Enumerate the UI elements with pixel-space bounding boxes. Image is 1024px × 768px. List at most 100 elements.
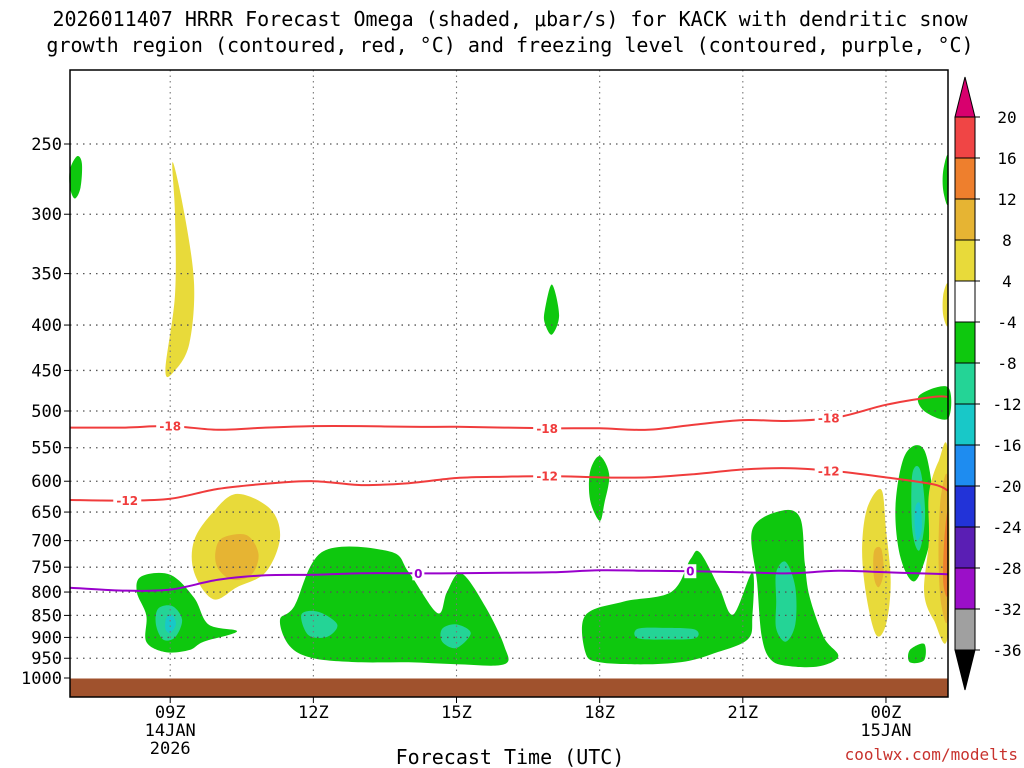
omega-region-27 (942, 283, 949, 327)
x-axis-label: Forecast Time (UTC) (396, 745, 625, 768)
omega-region-10 (301, 610, 338, 638)
colorbar-label-12: -32 (993, 600, 1022, 619)
omega-region-22 (917, 386, 952, 420)
colorbar-label-3: 8 (1002, 231, 1012, 250)
y-tick-label-950: 950 (31, 649, 62, 669)
y-tick-label-600: 600 (31, 472, 62, 492)
y-tick-label-350: 350 (31, 265, 62, 285)
omega-region-0 (165, 162, 195, 378)
omega-region-13 (581, 550, 754, 665)
colorbar-label-0: 20 (997, 108, 1016, 127)
x-tick-label-00Z-0: 00Z (871, 703, 902, 723)
colorbar-top-arrow (954, 76, 976, 118)
y-tick-label-800: 800 (31, 583, 62, 603)
contour-freezing-level-0 (69, 569, 949, 592)
y-tick-label-850: 850 (31, 606, 62, 626)
colorbar-label-9: -20 (993, 477, 1022, 496)
y-tick-label-300: 300 (31, 205, 62, 225)
omega-region-23 (908, 643, 926, 664)
colorbar-bin-10 (954, 485, 976, 528)
omega-region-2 (215, 533, 259, 581)
contour-label-bg (412, 566, 425, 581)
colorbar-bin-4 (954, 239, 976, 282)
contour-label-bg (814, 410, 843, 425)
omega-region-4 (69, 155, 83, 199)
omega-region-5 (942, 154, 949, 206)
colorbar-label-8: -16 (993, 436, 1022, 455)
chart-title-line1: 2026011407 HRRR Forecast Omega (shaded, … (52, 7, 968, 31)
contour-label-bg (814, 463, 843, 478)
ground-band (70, 678, 948, 697)
colorbar-bin-12 (954, 567, 976, 610)
x-tick-label-12Z-0: 12Z (298, 703, 329, 723)
contour-label-dendritic-minus18-1: -18 (536, 422, 558, 436)
colorbar-bin-8 (954, 403, 976, 446)
credit-link[interactable]: coolwx.com/modelts (845, 745, 1018, 764)
colorbar-bin-9 (954, 444, 976, 487)
contour-label-dendritic-minus12-2: -12 (818, 464, 840, 478)
x-tick-label-09Z-0: 09Z (155, 703, 186, 723)
contour-label-bg (113, 493, 142, 508)
colorbar-bin-3 (954, 198, 976, 241)
colorbar-label-4: 4 (1002, 272, 1012, 291)
colorbar-bin-11 (954, 526, 976, 569)
colorbar: 20 16 12 8 4 -4 -8 -12 -16 -20 -24 -28 -32 -36 (954, 76, 1022, 691)
omega-region-12 (588, 455, 610, 521)
x-tick-label-09Z-1: 14JAN (145, 721, 196, 741)
omega-region-3 (543, 284, 560, 335)
x-tick-label-00Z-1: 15JAN (860, 721, 911, 741)
omega-region-16 (775, 561, 797, 642)
contour-label-dendritic-minus12-1: -12 (536, 470, 558, 484)
contour-label-freezing-level-0-0: 0 (414, 567, 422, 581)
colorbar-label-1: 16 (997, 149, 1016, 168)
omega-region-8 (165, 614, 176, 634)
colorbar-label-5: -4 (997, 313, 1016, 332)
colorbar-bin-2 (954, 157, 976, 200)
colorbar-bottom-arrow (954, 649, 976, 691)
colorbar-label-10: -24 (993, 518, 1022, 537)
y-tick-label-500: 500 (31, 402, 62, 422)
colorbar-bin-7 (954, 362, 976, 405)
colorbar-label-11: -28 (993, 559, 1022, 578)
contour-layer: -18 -18 -18 -12 -12 -12 0 0 (69, 395, 949, 592)
contour-label-dendritic-minus18-2: -18 (818, 411, 840, 425)
ground-layer (70, 678, 948, 697)
y-tick-label-1000: 1000 (21, 669, 62, 689)
y-tick-label-450: 450 (31, 361, 62, 381)
chart-title-line2: growth region (contoured, red, °C) and f… (46, 33, 973, 57)
contour-label-bg (684, 564, 697, 579)
colorbar-label-6: -8 (997, 354, 1016, 373)
x-tick-label-18Z-0: 18Z (584, 703, 615, 723)
y-tick-label-700: 700 (31, 532, 62, 552)
x-tick-label-15Z-0: 15Z (441, 703, 472, 723)
x-tick-label-21Z-0: 21Z (727, 703, 758, 723)
omega-shading-layer (69, 154, 952, 668)
contour-label-dendritic-minus12-0: -12 (116, 494, 138, 508)
plot-frame (69, 69, 949, 698)
contour-label-dendritic-minus18-0: -18 (159, 420, 181, 434)
y-tick-label-900: 900 (31, 628, 62, 648)
grid-lines (70, 70, 948, 697)
contour-label-freezing-level-0-1: 0 (686, 565, 694, 579)
x-tick-label-09Z-2: 2026 (150, 739, 191, 759)
colorbar-bin-1 (954, 116, 976, 159)
omega-region-14 (634, 627, 699, 640)
y-axis-ticks: 2503003504004505005506006507007508008509… (21, 135, 70, 689)
y-tick-label-250: 250 (31, 135, 62, 155)
y-tick-label-400: 400 (31, 316, 62, 336)
plot-area-background (70, 70, 948, 697)
omega-region-11 (440, 624, 471, 649)
colorbar-bin-13 (954, 608, 976, 651)
y-tick-label-550: 550 (31, 439, 62, 459)
colorbar-bin-5 (954, 280, 976, 323)
colorbar-label-7: -12 (993, 395, 1022, 414)
contour-label-bg (156, 419, 185, 434)
contour-label-bg (533, 421, 562, 436)
colorbar-bin-6 (954, 321, 976, 364)
y-tick-label-750: 750 (31, 558, 62, 578)
y-tick-label-650: 650 (31, 503, 62, 523)
omega-region-18 (873, 546, 884, 588)
colorbar-label-2: 12 (997, 190, 1016, 209)
